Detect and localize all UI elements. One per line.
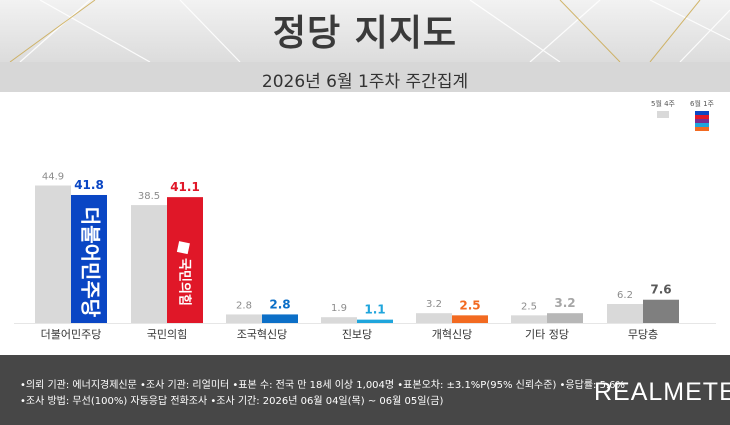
page-title: 정당 지지도 bbox=[272, 13, 458, 54]
bar-prev-6 bbox=[607, 304, 643, 323]
value-label-prev-6: 6.2 bbox=[617, 290, 633, 301]
bar-chart: 5월 4주 6월 1주 44.9 41.8 더불어민주당 38.5 41.1 국민의힘 2.8 2… bbox=[14, 99, 716, 341]
page-subtitle: 2026년 6월 1주차 주간집계 bbox=[261, 72, 469, 92]
category-label-4: 개혁신당 bbox=[432, 328, 472, 341]
value-label-curr-5: 3.2 bbox=[554, 296, 575, 310]
value-label-prev-1: 38.5 bbox=[138, 191, 160, 202]
category-label-0: 더불어민주당 bbox=[41, 328, 102, 341]
legend-swatch-curr-2 bbox=[695, 119, 709, 123]
category-label-1: 국민의힘 bbox=[147, 328, 187, 341]
category-label-5: 기타 정당 bbox=[525, 328, 569, 341]
realmeter-logo: REALMETER bbox=[594, 378, 730, 406]
bar-curr-4 bbox=[452, 315, 488, 323]
header-banner: 정당 지지도 bbox=[0, 0, 730, 62]
bar-prev-2 bbox=[226, 314, 262, 323]
bar-curr-0 bbox=[71, 194, 107, 323]
ppp-logo-mark bbox=[176, 241, 190, 255]
bar-curr-2 bbox=[262, 314, 298, 323]
value-label-prev-4: 3.2 bbox=[426, 299, 442, 310]
legend-swatch-curr-4 bbox=[695, 127, 709, 131]
ppp-logo-text: 국민의힘 bbox=[177, 258, 193, 306]
legend-label-prev: 5월 4주 bbox=[651, 99, 676, 108]
value-label-prev-2: 2.8 bbox=[236, 300, 252, 311]
category-label-6: 무당층 bbox=[628, 328, 658, 341]
bar-prev-4 bbox=[416, 313, 452, 323]
bar-prev-0 bbox=[35, 185, 71, 323]
footer-survey-info: •의뢰 기관: 에너지경제신문 •조사 기관: 리얼미터 •표본 수: 전국 만… bbox=[20, 380, 625, 391]
bar-prev-3 bbox=[321, 317, 357, 323]
value-label-curr-4: 2.5 bbox=[459, 298, 480, 312]
category-label-2: 조국혁신당 bbox=[237, 328, 288, 341]
category-label-3: 진보당 bbox=[342, 328, 372, 341]
value-label-curr-0: 41.8 bbox=[74, 178, 104, 192]
footer-method-info: •조사 방법: 무선(100%) 자동응답 전화조사 •조사 기간: 2026년… bbox=[20, 396, 444, 407]
subtitle-bar: 2026년 6월 1주차 주간집계 bbox=[0, 62, 730, 92]
value-label-curr-2: 2.8 bbox=[269, 297, 290, 311]
bar-curr-5 bbox=[547, 313, 583, 323]
legend-label-curr: 6월 1주 bbox=[690, 99, 715, 108]
value-label-prev-0: 44.9 bbox=[42, 171, 64, 182]
legend-swatch-curr-0 bbox=[695, 111, 709, 115]
democratic-party-logo: 더불어민주당 bbox=[79, 207, 103, 318]
bar-curr-1 bbox=[167, 197, 203, 323]
value-label-curr-3: 1.1 bbox=[364, 303, 385, 317]
value-label-curr-1: 41.1 bbox=[170, 180, 200, 194]
legend-swatch-curr-1 bbox=[695, 115, 709, 119]
value-label-prev-5: 2.5 bbox=[521, 301, 537, 312]
value-label-prev-3: 1.9 bbox=[331, 303, 347, 314]
bar-prev-1 bbox=[131, 205, 167, 323]
bar-prev-5 bbox=[511, 315, 547, 323]
value-label-curr-6: 7.6 bbox=[650, 283, 671, 297]
legend-swatch-prev bbox=[657, 111, 669, 118]
legend-swatch-curr-3 bbox=[695, 123, 709, 127]
bar-curr-3 bbox=[357, 319, 393, 323]
footer: •의뢰 기관: 에너지경제신문 •조사 기관: 리얼미터 •표본 수: 전국 만… bbox=[0, 355, 730, 425]
bar-curr-6 bbox=[643, 299, 679, 323]
header-decoration bbox=[9, 0, 730, 62]
